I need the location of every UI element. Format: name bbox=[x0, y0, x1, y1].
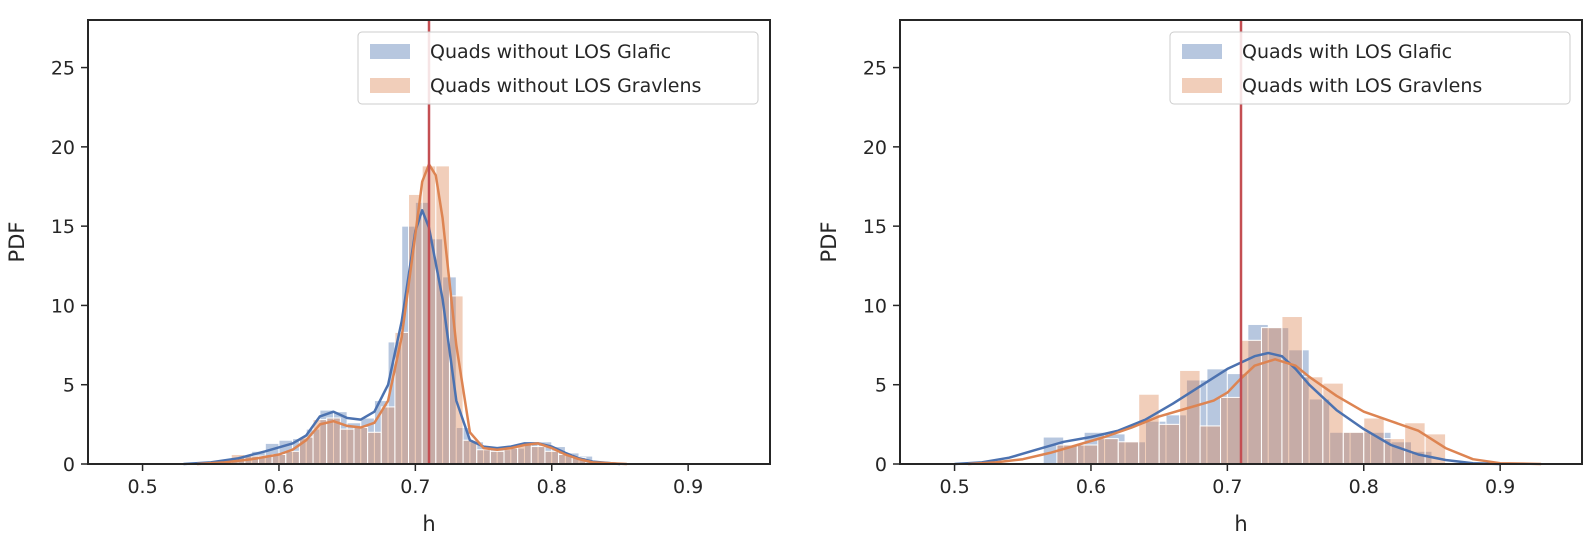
histogram-bar bbox=[1199, 425, 1222, 465]
y-axis-label: PDF bbox=[5, 222, 29, 263]
axes-frame bbox=[87, 19, 771, 465]
histogram-bar bbox=[1158, 423, 1181, 465]
y-tick-label: 10 bbox=[863, 295, 887, 317]
histogram-bar bbox=[1097, 438, 1119, 465]
y-tick-label: 5 bbox=[63, 375, 75, 397]
histogram-bar bbox=[326, 417, 341, 465]
y-tick-label: 25 bbox=[863, 58, 887, 80]
histogram-bar bbox=[1342, 431, 1365, 465]
histogram-bar bbox=[1138, 393, 1160, 465]
x-tick-label: 0.6 bbox=[1076, 476, 1106, 498]
histogram-bar bbox=[367, 431, 382, 465]
kde-line-1 bbox=[954, 351, 1501, 466]
histogram-bar bbox=[1363, 417, 1385, 465]
histogram-bar bbox=[530, 446, 546, 465]
y-axis-label: PDF bbox=[817, 222, 841, 263]
legend-swatch bbox=[370, 44, 410, 59]
y-tick-label: 15 bbox=[863, 216, 887, 238]
histogram-bar bbox=[503, 447, 519, 465]
kde-line-2 bbox=[197, 163, 627, 466]
x-tick-label: 0.5 bbox=[939, 476, 969, 498]
histogram-bar bbox=[339, 428, 355, 465]
x-tick-label: 0.9 bbox=[673, 476, 703, 498]
legend: Quads without LOS Glafic Quads without LO… bbox=[357, 31, 759, 105]
x-tick-label: 0.9 bbox=[1485, 476, 1515, 498]
y-tick-label: 0 bbox=[875, 454, 887, 476]
histogram-bar bbox=[1179, 369, 1201, 465]
y-tick-label: 5 bbox=[875, 375, 887, 397]
histogram-bar bbox=[380, 406, 396, 465]
chart-panel-2: 0.5 0.6 0.7 0.8 0.9 0 5 10 15 20 25 h PDF Quads with … bbox=[817, 19, 1583, 536]
histogram-bar bbox=[489, 450, 505, 465]
histogram-bar bbox=[1301, 376, 1324, 465]
x-tick-label: 0.7 bbox=[400, 476, 430, 498]
legend-swatch bbox=[370, 78, 410, 93]
legend-swatch bbox=[1182, 78, 1222, 93]
y-tick-label: 20 bbox=[863, 137, 887, 159]
legend-box bbox=[1169, 31, 1571, 105]
histogram-bar bbox=[394, 331, 410, 465]
histogram-bar bbox=[476, 449, 491, 465]
histogram-bar bbox=[285, 450, 300, 465]
histogram-bar bbox=[544, 450, 560, 465]
y-tick-label: 0 bbox=[63, 454, 75, 476]
y-tick-label: 25 bbox=[51, 58, 75, 80]
x-tick-label: 0.6 bbox=[264, 476, 294, 498]
x-tick-label: 0.5 bbox=[127, 476, 157, 498]
kde-line-2 bbox=[968, 358, 1542, 466]
y-tick-label: 10 bbox=[51, 295, 75, 317]
legend-swatch bbox=[1182, 44, 1222, 59]
x-axis-label: h bbox=[422, 512, 435, 536]
histogram-bar bbox=[1220, 396, 1242, 465]
legend: Quads with LOS Glafic Quads with LOS Grav… bbox=[1169, 31, 1571, 105]
chart-panel-1: 0.5 0.6 0.7 0.8 0.9 0 5 10 15 20 25 h PDF Quads witho… bbox=[5, 19, 771, 536]
histogram-series-1 bbox=[1042, 323, 1433, 465]
legend-label: Quads without LOS Gravlens bbox=[430, 75, 701, 97]
legend-label: Quads without LOS Glafic bbox=[430, 41, 671, 63]
y-tick-label: 20 bbox=[51, 137, 75, 159]
x-tick-label: 0.8 bbox=[537, 476, 567, 498]
histogram-series-2 bbox=[230, 165, 587, 465]
x-tick-label: 0.7 bbox=[1212, 476, 1242, 498]
histogram-bar bbox=[353, 427, 369, 465]
legend-label: Quads with LOS Glafic bbox=[1242, 41, 1452, 63]
x-axis-label: h bbox=[1234, 512, 1247, 536]
histogram-bar bbox=[1076, 444, 1099, 465]
legend-label: Quads with LOS Gravlens bbox=[1242, 75, 1482, 97]
histogram-bar bbox=[517, 444, 532, 465]
histogram-bar bbox=[1260, 327, 1283, 465]
legend-box bbox=[357, 31, 759, 105]
axes-frame bbox=[899, 19, 1583, 465]
histogram-bar bbox=[1281, 316, 1303, 465]
histogram-bar bbox=[1322, 382, 1344, 465]
x-tick-label: 0.8 bbox=[1349, 476, 1379, 498]
histogram-bar bbox=[1117, 441, 1140, 465]
y-tick-label: 15 bbox=[51, 216, 75, 238]
